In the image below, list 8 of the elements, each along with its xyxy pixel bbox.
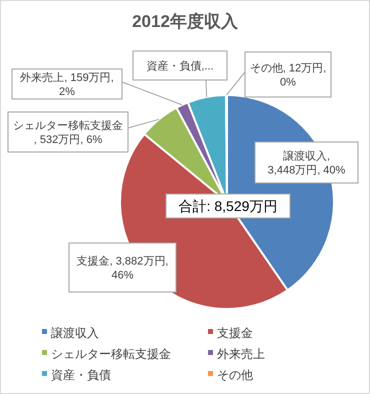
title: 2012年度収入 <box>132 12 238 31</box>
legend-label: 支援金 <box>217 326 253 340</box>
legend-label: その他 <box>217 368 253 382</box>
legend-label: シェルター移転支援金 <box>51 347 171 361</box>
legend-label: 外来売上 <box>217 347 265 361</box>
legend-label: 譲渡収入 <box>51 326 99 340</box>
legend-label: 資産・負債 <box>51 368 111 382</box>
annotation: 合計: 8,529万円 <box>178 198 278 214</box>
